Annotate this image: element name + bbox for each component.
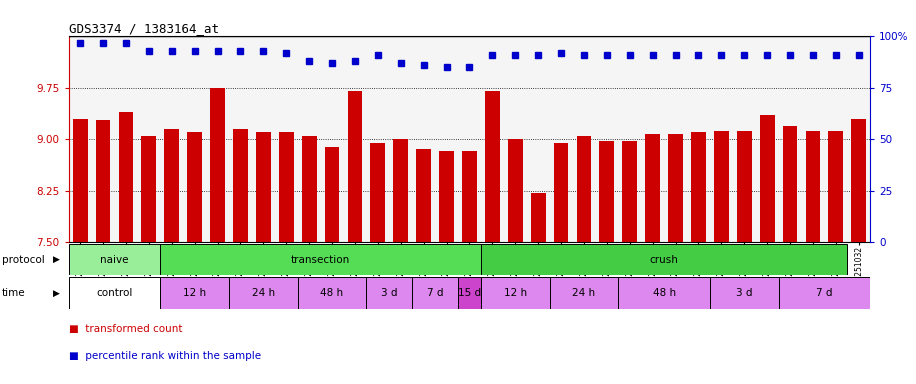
Bar	[645, 134, 660, 242]
Bar	[851, 119, 867, 242]
Bar	[805, 131, 821, 242]
Text: 12 h: 12 h	[183, 288, 206, 298]
Bar	[347, 91, 363, 242]
Text: control: control	[96, 288, 133, 298]
Bar	[553, 142, 569, 242]
Bar	[95, 120, 111, 242]
Bar	[458, 277, 481, 309]
Text: ■  transformed count: ■ transformed count	[69, 324, 182, 334]
Bar	[710, 277, 779, 309]
Bar	[462, 151, 477, 242]
Text: 15 d: 15 d	[458, 288, 481, 298]
Bar	[481, 244, 847, 275]
Bar	[782, 126, 798, 242]
Text: transection: transection	[291, 255, 350, 265]
Bar	[160, 244, 481, 275]
Text: 7 d: 7 d	[427, 288, 443, 298]
Text: time: time	[2, 288, 26, 298]
Bar	[301, 136, 317, 242]
Bar	[507, 139, 523, 242]
Bar	[779, 277, 870, 309]
Bar	[622, 141, 638, 242]
Bar	[69, 244, 160, 275]
Text: protocol: protocol	[2, 255, 45, 265]
Bar	[530, 193, 546, 242]
Text: 24 h: 24 h	[252, 288, 275, 298]
Bar	[736, 131, 752, 242]
Bar	[366, 277, 412, 309]
Bar	[691, 132, 706, 242]
Bar	[439, 151, 454, 242]
Text: naive: naive	[100, 255, 129, 265]
Bar	[599, 141, 615, 242]
Text: 48 h: 48 h	[652, 288, 676, 298]
Bar	[324, 147, 340, 242]
Bar	[160, 277, 229, 309]
Bar	[481, 277, 550, 309]
Bar	[229, 277, 298, 309]
Bar	[393, 139, 409, 242]
Bar	[416, 149, 431, 242]
Bar	[714, 131, 729, 242]
Text: 12 h: 12 h	[504, 288, 527, 298]
Bar	[141, 136, 157, 242]
Text: GDS3374 / 1383164_at: GDS3374 / 1383164_at	[69, 22, 219, 35]
Bar	[668, 134, 683, 242]
Bar	[72, 119, 88, 242]
Bar	[618, 277, 710, 309]
Text: ■  percentile rank within the sample: ■ percentile rank within the sample	[69, 351, 261, 361]
Text: 24 h: 24 h	[572, 288, 595, 298]
Text: 7 d: 7 d	[816, 288, 833, 298]
Bar	[256, 132, 271, 242]
Bar	[412, 277, 458, 309]
Bar	[759, 115, 775, 242]
Bar	[485, 91, 500, 242]
Bar	[576, 136, 592, 242]
Text: 3 d: 3 d	[381, 288, 398, 298]
Text: 3 d: 3 d	[736, 288, 753, 298]
Bar	[828, 131, 844, 242]
Bar	[164, 129, 180, 242]
Bar	[370, 142, 386, 242]
Bar	[298, 277, 366, 309]
Text: ▶: ▶	[53, 255, 60, 264]
Text: 48 h: 48 h	[321, 288, 344, 298]
Bar	[187, 132, 202, 242]
Bar	[118, 112, 134, 242]
Bar	[278, 132, 294, 242]
Bar	[550, 277, 618, 309]
Text: ▶: ▶	[53, 288, 60, 298]
Bar	[233, 129, 248, 242]
Bar	[69, 277, 160, 309]
Text: crush: crush	[649, 255, 679, 265]
Bar	[210, 88, 225, 242]
